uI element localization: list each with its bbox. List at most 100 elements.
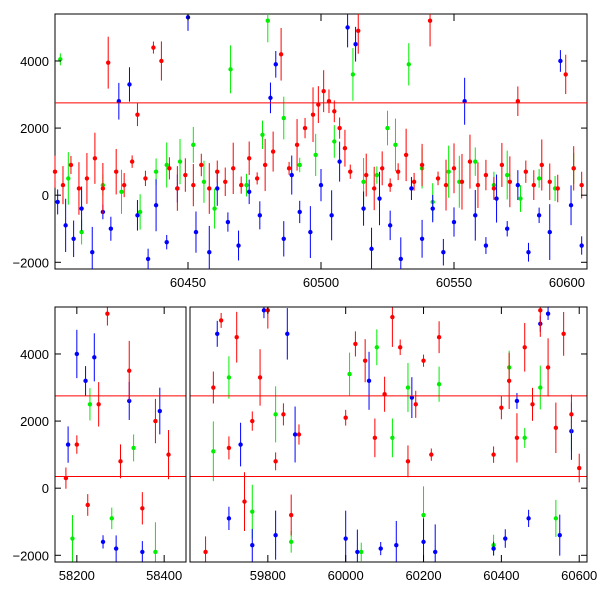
top-point: [90, 226, 95, 269]
bottom-point: [390, 418, 395, 458]
bottom-point: [545, 338, 551, 397]
top-point: [409, 176, 414, 200]
top-point: [372, 166, 377, 211]
bottom-point: [109, 507, 114, 530]
top-point: [273, 51, 278, 78]
top-point: [135, 103, 140, 127]
bottom-point: [405, 363, 411, 413]
bottom-point: [273, 452, 278, 471]
bottom-point: [92, 333, 97, 382]
bottom-point: [499, 396, 504, 420]
bottom-point: [105, 307, 110, 326]
bottom-point: [514, 393, 520, 409]
top-point: [113, 148, 119, 195]
bottom-x-tick-label: 60600: [561, 568, 597, 583]
bottom-series-1: [65, 307, 574, 562]
top-point: [318, 169, 324, 202]
top-point: [321, 70, 326, 113]
bottom-point: [355, 529, 360, 562]
top-point: [55, 189, 60, 215]
top-point: [201, 160, 207, 203]
top-point: [119, 169, 124, 214]
top-point: [84, 152, 90, 204]
bottom-point: [226, 436, 232, 460]
bottom-x-tick-label: 60200: [405, 568, 441, 583]
bottom-point: [203, 536, 208, 562]
bottom-point: [113, 535, 119, 562]
top-point: [406, 43, 411, 86]
top-point: [281, 221, 286, 257]
top-point: [175, 166, 180, 211]
top-point: [262, 138, 268, 192]
bottom-point: [96, 382, 101, 427]
top-point: [289, 155, 294, 195]
top-point: [52, 155, 58, 188]
top-point: [507, 156, 513, 208]
bottom-point: [557, 514, 562, 556]
top-point: [411, 172, 417, 191]
bottom-point: [503, 529, 508, 548]
top-point: [108, 216, 114, 241]
top-point: [164, 142, 169, 188]
bottom-point: [405, 445, 411, 478]
top-point: [467, 134, 473, 189]
top-point: [374, 166, 380, 184]
top-point: [531, 170, 536, 201]
bottom-point: [514, 413, 520, 463]
top-point: [329, 190, 334, 241]
top-point: [212, 188, 217, 229]
bottom-x-tick-label: 60400: [483, 568, 519, 583]
bottom-point: [218, 312, 224, 328]
top-point: [260, 120, 265, 150]
bottom-point: [343, 510, 348, 562]
top-point: [523, 160, 529, 183]
top-point: [183, 158, 188, 192]
top-point: [278, 27, 284, 81]
top-point: [281, 96, 286, 140]
top-point: [571, 146, 576, 191]
top-series-1: [55, 14, 584, 269]
bottom-point: [522, 427, 527, 448]
bottom-point: [211, 421, 216, 482]
top-point: [231, 142, 236, 195]
top-point: [473, 190, 478, 241]
top-point: [246, 141, 252, 176]
top-point: [326, 89, 332, 114]
top-point: [515, 170, 521, 201]
top-point: [207, 225, 212, 269]
bottom-point: [390, 307, 395, 347]
top-point: [387, 178, 393, 192]
top-point: [92, 132, 98, 184]
top-point: [207, 163, 212, 214]
top-point: [377, 171, 382, 226]
top-point: [350, 48, 356, 101]
top-point: [515, 86, 521, 116]
bottom-point: [491, 446, 496, 463]
top-point: [499, 142, 505, 187]
top-point: [555, 174, 560, 203]
bottom-point: [553, 499, 559, 537]
bottom-point: [394, 520, 399, 562]
top-point: [547, 204, 552, 261]
bottom-point: [433, 524, 438, 562]
top-point: [398, 237, 403, 269]
top-x-tick-label: 60450: [170, 275, 206, 290]
top-point: [68, 155, 74, 175]
top-point: [239, 176, 244, 194]
top-point: [228, 45, 233, 94]
top-point: [167, 157, 172, 180]
bottom-point: [157, 387, 162, 435]
top-point: [316, 86, 321, 124]
bottom-point: [74, 329, 80, 379]
bottom-x-tick-label: 58200: [59, 568, 95, 583]
top-point: [164, 234, 169, 250]
top-point: [191, 126, 196, 163]
top-point: [356, 14, 361, 54]
top-point: [337, 117, 342, 139]
bottom-point: [378, 541, 383, 556]
bottom-point: [127, 340, 132, 401]
top-series-0: [58, 14, 576, 245]
bottom-point: [83, 366, 88, 396]
top-point: [364, 153, 369, 197]
top-point: [151, 41, 156, 54]
